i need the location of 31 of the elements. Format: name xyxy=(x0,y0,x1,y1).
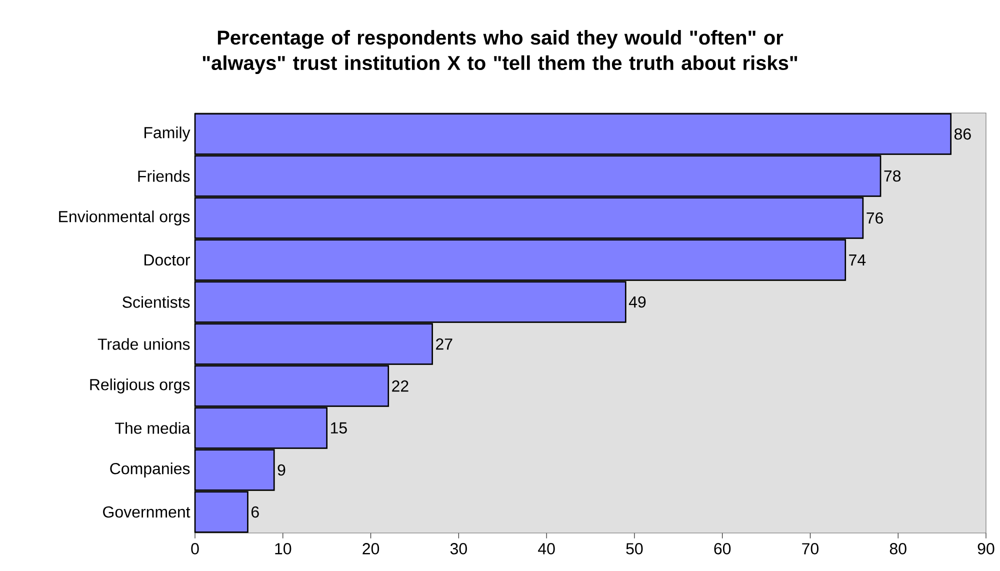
x-tick-label: 50 xyxy=(626,543,643,554)
y-tick-label: Doctor xyxy=(144,254,190,266)
x-tick-label: 60 xyxy=(714,543,731,554)
y-tick-label: Family xyxy=(144,126,190,142)
data-label: 6 xyxy=(251,506,259,518)
data-label: 27 xyxy=(436,338,452,350)
data-label: 49 xyxy=(628,296,646,308)
data-label: 76 xyxy=(866,212,883,224)
data-label: 9 xyxy=(278,464,286,476)
data-label: 74 xyxy=(849,254,866,266)
y-tick-label: Trade unions xyxy=(98,338,190,350)
x-tick-label: 30 xyxy=(450,543,467,554)
x-tick-label: 10 xyxy=(275,543,292,554)
y-tick-label: The media xyxy=(115,422,190,434)
x-tick-label: 20 xyxy=(362,543,380,554)
x-tick-label: 80 xyxy=(890,543,906,554)
chart-title: Percentage of respondents who said they would "often" or "always" trust institution X to "tell them the truth about risks" xyxy=(202,30,798,74)
y-tick-label: Friends xyxy=(138,170,190,182)
y-tick-label: Government xyxy=(103,506,190,518)
x-tick-label: 70 xyxy=(802,543,818,554)
y-tick-label: Companies xyxy=(110,462,190,478)
data-label: 15 xyxy=(330,422,347,434)
y-tick-label: Religious orgs xyxy=(90,378,190,394)
y-tick-label: Scientists xyxy=(122,296,190,308)
data-label: 78 xyxy=(884,170,901,182)
y-tick-label: Envionmental orgs xyxy=(59,210,190,226)
data-label: 86 xyxy=(954,128,971,140)
x-tick-label: 40 xyxy=(538,543,555,554)
x-tick-label: 0 xyxy=(191,543,199,554)
data-label: 22 xyxy=(392,380,408,392)
x-tick-label: 90 xyxy=(978,543,994,554)
